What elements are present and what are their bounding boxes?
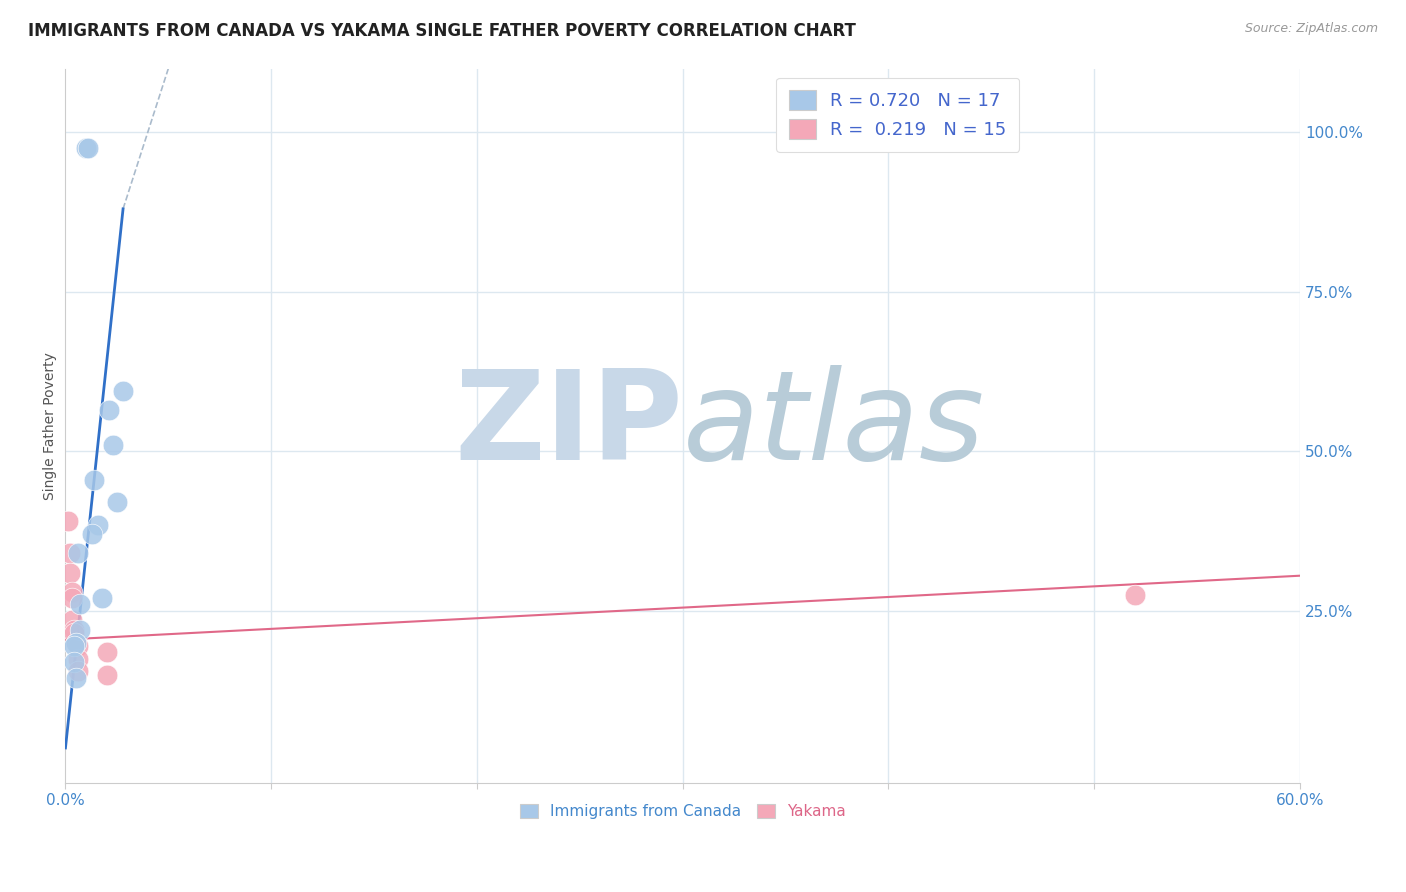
Point	[66, 665, 89, 679]
Point	[62, 655, 84, 669]
Text: atlas: atlas	[683, 366, 984, 486]
Text: ZIP: ZIP	[454, 366, 683, 486]
Point	[96, 667, 118, 681]
Legend: Immigrants from Canada, Yakama: Immigrants from Canada, Yakama	[513, 798, 852, 825]
Point	[87, 517, 110, 532]
Point	[96, 645, 118, 659]
Y-axis label: Single Father Poverty: Single Father Poverty	[44, 351, 58, 500]
Point	[1125, 588, 1147, 602]
Point	[101, 438, 124, 452]
Point	[83, 473, 105, 487]
Text: Source: ZipAtlas.com: Source: ZipAtlas.com	[1244, 22, 1378, 36]
Point	[97, 402, 120, 417]
Point	[62, 623, 84, 637]
Point	[69, 598, 91, 612]
Point	[105, 495, 128, 509]
Point	[66, 639, 89, 653]
Point	[65, 636, 87, 650]
Point	[65, 636, 87, 650]
Point	[82, 527, 104, 541]
Point	[77, 141, 100, 155]
Point	[58, 566, 80, 580]
Point	[69, 623, 91, 637]
Point	[66, 546, 89, 560]
Point	[65, 671, 87, 685]
Point	[112, 384, 135, 398]
Point	[75, 141, 97, 155]
Point	[66, 651, 89, 665]
Point	[56, 515, 79, 529]
Point	[62, 639, 84, 653]
Point	[91, 591, 114, 605]
Point	[60, 584, 83, 599]
Text: IMMIGRANTS FROM CANADA VS YAKAMA SINGLE FATHER POVERTY CORRELATION CHART: IMMIGRANTS FROM CANADA VS YAKAMA SINGLE …	[28, 22, 856, 40]
Point	[62, 626, 84, 640]
Point	[60, 613, 83, 627]
Point	[58, 546, 80, 560]
Point	[60, 591, 83, 605]
